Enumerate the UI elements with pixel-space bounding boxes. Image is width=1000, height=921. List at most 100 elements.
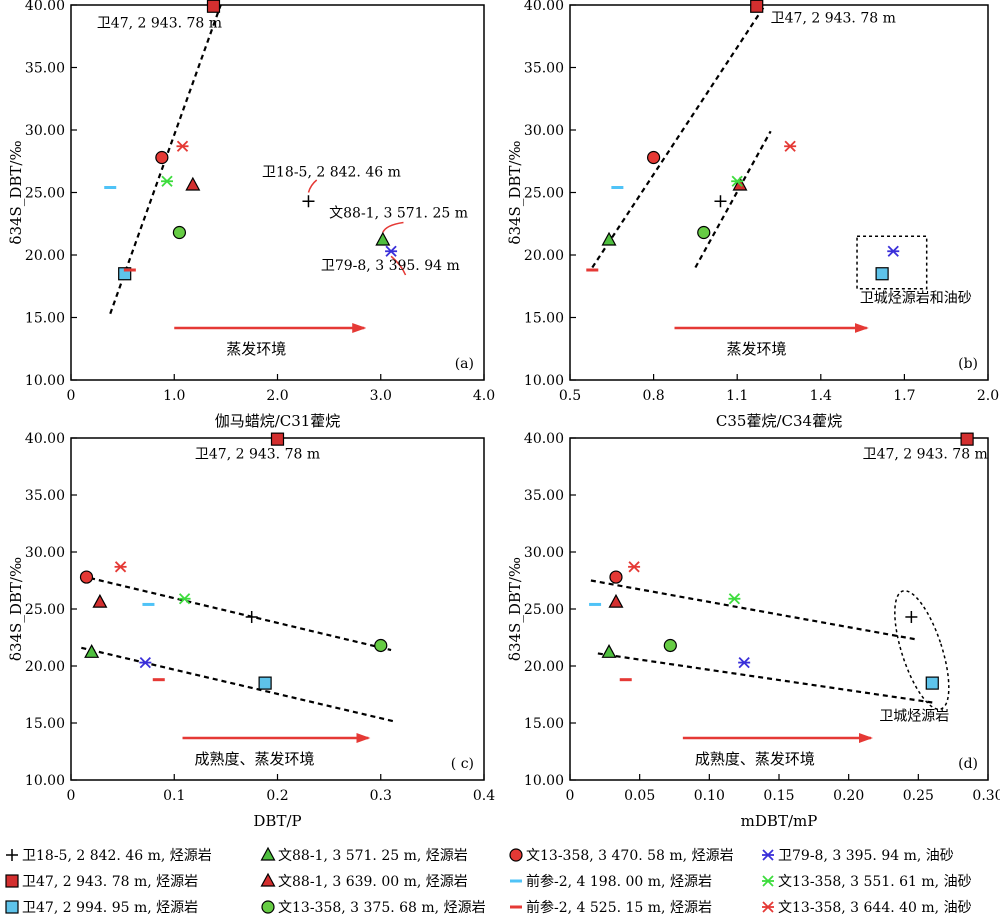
x-tick-label: 0.05 — [624, 788, 655, 804]
data-point-wei18_5 — [905, 610, 918, 623]
y-tick-label: 20.00 — [25, 659, 65, 675]
x-tick-label: 0.10 — [694, 788, 725, 804]
legend-label: 文13-358, 3 470. 58 m, 烃源岩 — [526, 848, 734, 864]
legend-label: 卫79-8, 3 395. 94 m, 油砂 — [778, 848, 954, 864]
data-point-wen13_3375 — [374, 638, 388, 653]
y-tick-label: 30.00 — [524, 545, 564, 561]
legend-label: 卫47, 2 994. 95 m, 烃源岩 — [22, 900, 198, 916]
y-tick-label: 35.00 — [524, 488, 564, 504]
plot-frame-c — [70, 437, 485, 781]
data-point-wen13_3470 — [646, 150, 661, 165]
x-tick-label: 0 — [67, 788, 76, 804]
trendline — [597, 652, 933, 704]
legend-marker — [509, 848, 523, 862]
data-point-wei18_5 — [302, 195, 315, 208]
data-point-wen13_3644 — [114, 561, 127, 573]
trendline — [591, 4, 766, 269]
panel-b: 0.5 0.8 1.1 1.4 1.7 2.0 10.00 15.00 20.00 25.00 30… — [506, 0, 999, 430]
panel-letter: (a) — [455, 356, 474, 372]
legend-item-wen13_3551: 文13-358, 3 551. 61 m, 油砂 — [762, 874, 972, 890]
legend-item-wei18_5: 卫18-5, 2 842. 46 m, 烃源岩 — [6, 848, 212, 864]
trendline — [694, 130, 772, 269]
x-tick-label: 0.2 — [266, 788, 288, 804]
panel-letter: (b) — [958, 356, 978, 372]
legend-label: 前参-2, 4 525. 15 m, 烃源岩 — [526, 899, 712, 916]
legend-marker — [5, 874, 19, 888]
arrow-label: 成熟度、蒸发环境 — [695, 750, 815, 768]
legend-item-wei79_8: 卫79-8, 3 395. 94 m, 油砂 — [762, 848, 954, 864]
legend-label: 文13-358, 3 551. 61 m, 油砂 — [778, 874, 972, 890]
y-tick-label: 25.00 — [524, 602, 564, 618]
x-tick-label: 0.15 — [763, 788, 794, 804]
x-tick-label: 1.1 — [726, 388, 748, 404]
x-tick-label: 0 — [566, 788, 575, 804]
x-tick-label: 3.0 — [370, 388, 392, 404]
legend-item-wei47_2994: 卫47, 2 994. 95 m, 烃源岩 — [5, 900, 198, 916]
data-point-wei47_2943 — [270, 432, 285, 446]
x-tick-label: 1.7 — [893, 388, 915, 404]
data-point-wen88_3571 — [375, 231, 391, 246]
legend-item-wen88_3571: 文88-1, 3 571. 25 m, 烃源岩 — [260, 846, 468, 864]
legend-label: 卫18-5, 2 842. 46 m, 烃源岩 — [22, 848, 212, 864]
data-point-wen13_3551 — [731, 175, 744, 187]
legend-label: 文13-358, 3 375. 68 m, 烃源岩 — [278, 900, 486, 916]
x-tick-label: 0.5 — [559, 388, 581, 404]
data-point-wen13_3375 — [172, 225, 187, 240]
y-tick-label: 25.00 — [25, 186, 65, 202]
data-point-wen13_3551 — [728, 593, 741, 605]
data-point-wen88_3639 — [608, 593, 624, 608]
data-point-wen13_3644 — [176, 140, 189, 152]
y-tick-label: 20.00 — [524, 248, 564, 264]
x-tick-label: 2.0 — [266, 388, 288, 404]
data-point-wen88_3639 — [185, 176, 201, 191]
leader-line — [382, 221, 404, 233]
y-tick-label: 20.00 — [25, 248, 65, 264]
x-tick-label: 0.1 — [163, 788, 185, 804]
legend-item-wen13_3375: 文13-358, 3 375. 68 m, 烃源岩 — [261, 900, 486, 916]
legend-label: 文13-358, 3 644. 40 m, 油砂 — [778, 900, 972, 916]
data-point-wen13_3551 — [178, 593, 191, 605]
x-axis-label: 伽马蜡烷/C31藿烷 — [215, 412, 341, 430]
point-annotation: 卫47, 2 943. 78 m — [771, 11, 896, 27]
y-tick-label: 15.00 — [25, 311, 65, 327]
y-tick-label: 40.00 — [524, 431, 564, 447]
data-point-wei47_2994 — [258, 676, 272, 690]
x-tick-label: 0 — [67, 388, 76, 404]
leader-line — [390, 255, 407, 276]
y-tick-label: 25.00 — [524, 186, 564, 202]
legend-marker — [6, 849, 18, 861]
data-point-wei47_2943 — [750, 0, 764, 13]
plot-frame-b — [569, 4, 989, 381]
data-point-wei18_5 — [245, 610, 258, 623]
weicheng-ellipse — [894, 590, 950, 711]
x-axis-label: C35藿烷/C34藿烷 — [716, 412, 842, 430]
y-axis-label: δ34S_DBT/‰ — [506, 140, 524, 244]
x-tick-label: 2.0 — [977, 388, 999, 404]
y-axis-label: δ34S_DBT/‰ — [7, 140, 25, 244]
panel-letter: (d) — [958, 756, 978, 772]
legend-marker — [261, 900, 275, 914]
x-tick-label: 0.3 — [370, 788, 392, 804]
legend: 卫18-5, 2 842. 46 m, 烃源岩 文88-1, 3 571. 25 … — [5, 846, 972, 916]
x-axis-label: DBT/P — [253, 812, 301, 830]
y-tick-label: 10.00 — [524, 773, 564, 789]
y-tick-label: 10.00 — [25, 773, 65, 789]
arrow-label: 成熟度、蒸发环境 — [195, 750, 315, 768]
data-point-wen13_3470 — [79, 570, 94, 584]
point-annotation: 卫47, 2 943. 78 m — [97, 16, 222, 32]
data-point-wei79_8 — [385, 245, 398, 257]
data-point-wen88_3639 — [92, 593, 108, 608]
data-point-wen13_3375 — [697, 225, 711, 240]
trendline — [590, 579, 919, 641]
y-tick-label: 40.00 — [25, 0, 65, 14]
data-point-wei47_2943 — [206, 0, 221, 13]
x-tick-label: 1.4 — [810, 388, 832, 404]
legend-marker — [260, 846, 276, 861]
x-tick-label: 4.0 — [473, 388, 495, 404]
legend-item-wen13_3644: 文13-358, 3 644. 40 m, 油砂 — [762, 900, 972, 916]
y-tick-label: 35.00 — [25, 488, 65, 504]
y-tick-label: 10.00 — [524, 373, 564, 389]
leader-line — [307, 179, 318, 193]
panel-a: 0 1.0 2.0 3.0 4.0 10.00 15.00 20.00 25.00 30.00 35… — [7, 0, 495, 430]
point-annotation: 卫47, 2 943. 78 m — [195, 447, 320, 463]
